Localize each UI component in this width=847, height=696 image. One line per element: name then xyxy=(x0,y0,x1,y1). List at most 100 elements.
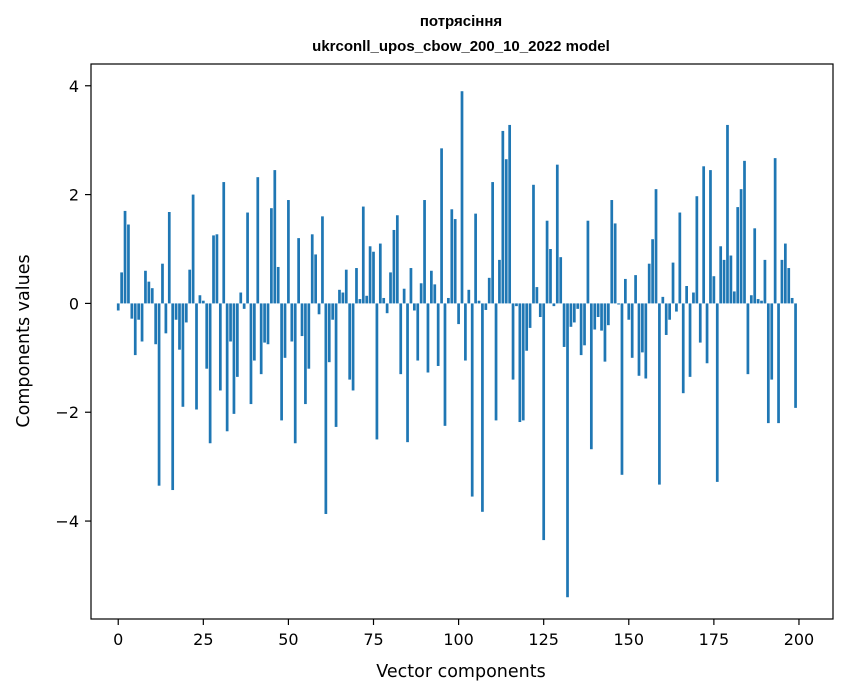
bar-31 xyxy=(222,182,226,304)
bar-178 xyxy=(722,259,726,304)
bar-191 xyxy=(766,303,770,424)
bar-45 xyxy=(270,208,273,304)
bar-120 xyxy=(525,303,529,351)
x-tick-label: 100 xyxy=(443,630,474,649)
bar-34 xyxy=(232,303,236,414)
bar-109 xyxy=(487,277,491,304)
bar-80 xyxy=(389,272,392,304)
bar-128 xyxy=(552,303,556,307)
bar-164 xyxy=(675,303,678,312)
bar-86 xyxy=(409,268,413,304)
bar-136 xyxy=(579,303,583,356)
bar-2 xyxy=(123,210,127,304)
bar-140 xyxy=(593,303,597,330)
bar-8 xyxy=(144,270,147,304)
x-axis-ticks: 0 25 50 75 100 125 150 175 200 xyxy=(113,619,814,649)
bar-145 xyxy=(610,200,614,304)
bar-11 xyxy=(154,303,158,345)
bar-50 xyxy=(287,200,290,304)
bar-78 xyxy=(382,297,386,304)
bar-5 xyxy=(133,303,137,356)
bar-61 xyxy=(324,303,328,514)
bar-126 xyxy=(545,220,549,304)
bar-16 xyxy=(171,303,175,491)
bar-110 xyxy=(491,182,494,304)
x-tick-label: 125 xyxy=(528,630,559,649)
bar-28 xyxy=(212,235,215,304)
bar-107 xyxy=(481,303,484,512)
bar-41 xyxy=(256,177,260,304)
bar-122 xyxy=(532,184,535,304)
bar-167 xyxy=(685,286,688,304)
bar-13 xyxy=(161,263,164,304)
bar-29 xyxy=(215,234,219,304)
bar-179 xyxy=(726,124,729,304)
bar-104 xyxy=(470,303,474,497)
bar-65 xyxy=(338,289,341,304)
bar-69 xyxy=(351,303,355,391)
bar-188 xyxy=(756,299,760,304)
bar-174 xyxy=(709,170,712,304)
bar-97 xyxy=(447,297,450,304)
bar-199 xyxy=(794,303,797,408)
bar-117 xyxy=(515,303,518,307)
x-tick-label: 0 xyxy=(113,630,123,649)
bar-99 xyxy=(453,219,457,304)
bar-190 xyxy=(763,259,767,304)
bar-198 xyxy=(790,297,794,304)
bar-9 xyxy=(147,281,151,304)
bar-176 xyxy=(715,303,719,482)
bar-123 xyxy=(535,287,539,304)
bar-49 xyxy=(283,303,287,358)
bar-70 xyxy=(355,268,358,304)
bar-17 xyxy=(174,303,178,320)
bar-116 xyxy=(511,303,515,380)
bar-96 xyxy=(443,303,447,426)
bar-18 xyxy=(178,303,181,350)
bars-group xyxy=(116,91,797,598)
bar-144 xyxy=(607,303,610,326)
bar-161 xyxy=(664,303,668,335)
x-axis-label: Vector components xyxy=(376,662,545,682)
bar-160 xyxy=(661,296,665,304)
bar-19 xyxy=(181,303,185,407)
bar-103 xyxy=(467,289,471,304)
bar-7 xyxy=(140,303,144,342)
bar-155 xyxy=(644,303,648,379)
bar-1 xyxy=(120,272,123,304)
bar-77 xyxy=(378,243,382,304)
bar-55 xyxy=(304,303,307,405)
bar-169 xyxy=(692,292,695,304)
bar-81 xyxy=(392,229,396,304)
bar-181 xyxy=(732,291,736,304)
bar-58 xyxy=(314,254,317,304)
bar-157 xyxy=(651,239,654,304)
bar-141 xyxy=(596,303,600,318)
bar-158 xyxy=(654,189,658,304)
y-tick-label: 0 xyxy=(69,294,79,313)
bar-85 xyxy=(406,303,409,443)
y-tick-label: 2 xyxy=(69,186,79,205)
bar-196 xyxy=(783,243,787,304)
bar-73 xyxy=(365,295,369,304)
x-tick-label: 175 xyxy=(699,630,730,649)
bar-38 xyxy=(246,212,249,304)
bar-112 xyxy=(498,259,501,304)
bar-146 xyxy=(613,223,617,304)
y-axis-label: Components values xyxy=(14,254,34,427)
bar-56 xyxy=(307,303,311,369)
bar-162 xyxy=(668,303,671,320)
bar-52 xyxy=(293,303,297,444)
bar-67 xyxy=(344,269,348,304)
bar-89 xyxy=(419,283,423,304)
bar-15 xyxy=(167,212,171,304)
bar-44 xyxy=(266,303,270,345)
x-tick-label: 50 xyxy=(278,630,298,649)
y-tick-label: −4 xyxy=(55,512,79,531)
bar-98 xyxy=(450,209,454,304)
bar-60 xyxy=(321,216,324,304)
bar-92 xyxy=(430,270,433,304)
bar-76 xyxy=(375,303,379,440)
bar-186 xyxy=(749,295,753,304)
